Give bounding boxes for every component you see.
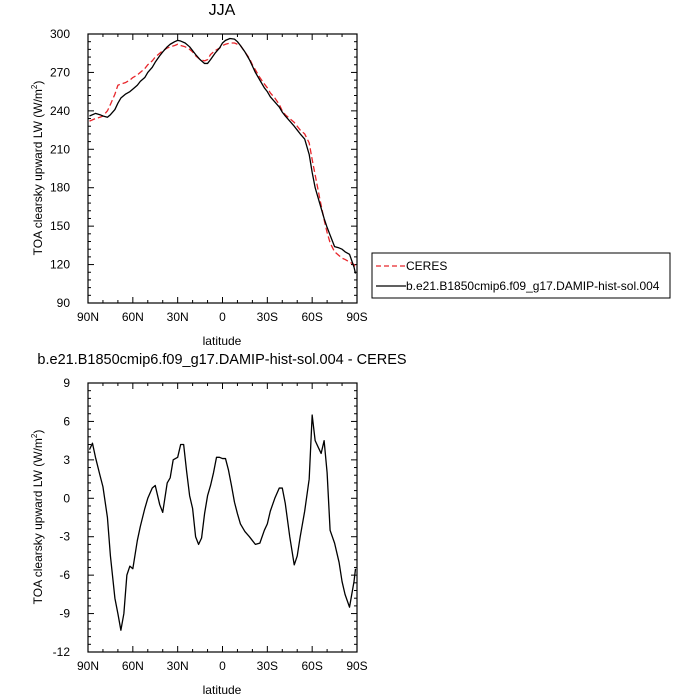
bottom-y-tick-label: 6: [63, 414, 70, 428]
bottom-y-tick-label: -6: [59, 568, 70, 582]
top-x-tick-label: 90N: [77, 310, 99, 324]
bottom-panel: b.e21.B1850cmip6.f09_g17.DAMIP-hist-sol.…: [30, 352, 407, 697]
top-x-tick-label: 60S: [301, 310, 322, 324]
bottom-x-tick-label: 30S: [257, 659, 278, 673]
bottom-x-tick-label: 90S: [346, 659, 367, 673]
legend-box: [371, 252, 671, 299]
bottom-x-tick-label: 90N: [77, 659, 99, 673]
bottom-ticks: 90N 60N 30N 0 30S 60S 90S -12 -9 -6 -3 0 3 6 9: [53, 376, 368, 673]
bottom-series: [88, 414, 357, 631]
top-x-tick-label: 90S: [346, 310, 367, 324]
bottom-x-tick-label: 30N: [167, 659, 189, 673]
bottom-plot-frame: [87, 382, 358, 653]
top-x-tick-label: 30S: [257, 310, 278, 324]
bottom-x-tick-label: 60S: [301, 659, 322, 673]
top-y-tick-label: 210: [50, 142, 70, 156]
top-series-line-0: [89, 42, 357, 268]
top-plot-frame: [87, 33, 358, 304]
bottom-y-tick-label: 0: [63, 491, 70, 505]
legend-label-model: b.e21.B1850cmip6.f09_g17.DAMIP-hist-sol.…: [406, 279, 660, 293]
top-x-axis-label: latitude: [203, 334, 242, 348]
bottom-y-axis-label: TOA clearsky upward LW (W/m2): [30, 430, 45, 605]
top-x-tick-label: 30N: [167, 310, 189, 324]
top-y-axis-label: TOA clearsky upward LW (W/m2): [30, 81, 45, 256]
top-y-tick-label: 150: [50, 219, 70, 233]
bottom-panel-title: b.e21.B1850cmip6.f09_g17.DAMIP-hist-sol.…: [37, 352, 406, 368]
top-panel-title: JJA: [209, 2, 236, 19]
top-y-tick-label: 120: [50, 258, 70, 272]
bottom-y-tick-label: 3: [63, 453, 70, 467]
bottom-x-tick-label: 60N: [122, 659, 144, 673]
top-x-tick-label: 0: [219, 310, 226, 324]
top-y-tick-label: 270: [50, 65, 70, 79]
top-y-tick-label: 90: [57, 296, 71, 310]
legend-label-ceres: CERES: [406, 259, 447, 273]
bottom-y-tick-label: 9: [63, 376, 70, 390]
top-y-tick-label: 180: [50, 181, 70, 195]
bottom-series-line-0: [88, 414, 357, 631]
bottom-y-tick-label: -3: [59, 530, 70, 544]
bottom-x-axis-label: latitude: [203, 683, 242, 697]
top-panel: JJA 90N 60N 30N 0 30S 60S 90S 90 120 150 180 210 240…: [30, 2, 671, 348]
top-y-tick-label: 300: [50, 27, 70, 41]
top-series: [89, 37, 357, 274]
legend: CERES b.e21.B1850cmip6.f09_g17.DAMIP-his…: [371, 252, 671, 299]
top-ticks: 90N 60N 30N 0 30S 60S 90S 90 120 150 180 210 240 270 3…: [50, 27, 368, 324]
bottom-y-tick-label: -12: [53, 645, 71, 659]
top-y-tick-label: 240: [50, 104, 70, 118]
top-x-tick-label: 60N: [122, 310, 144, 324]
top-series-line-1: [89, 37, 357, 274]
bottom-x-tick-label: 0: [219, 659, 226, 673]
bottom-y-tick-label: -9: [59, 607, 70, 621]
